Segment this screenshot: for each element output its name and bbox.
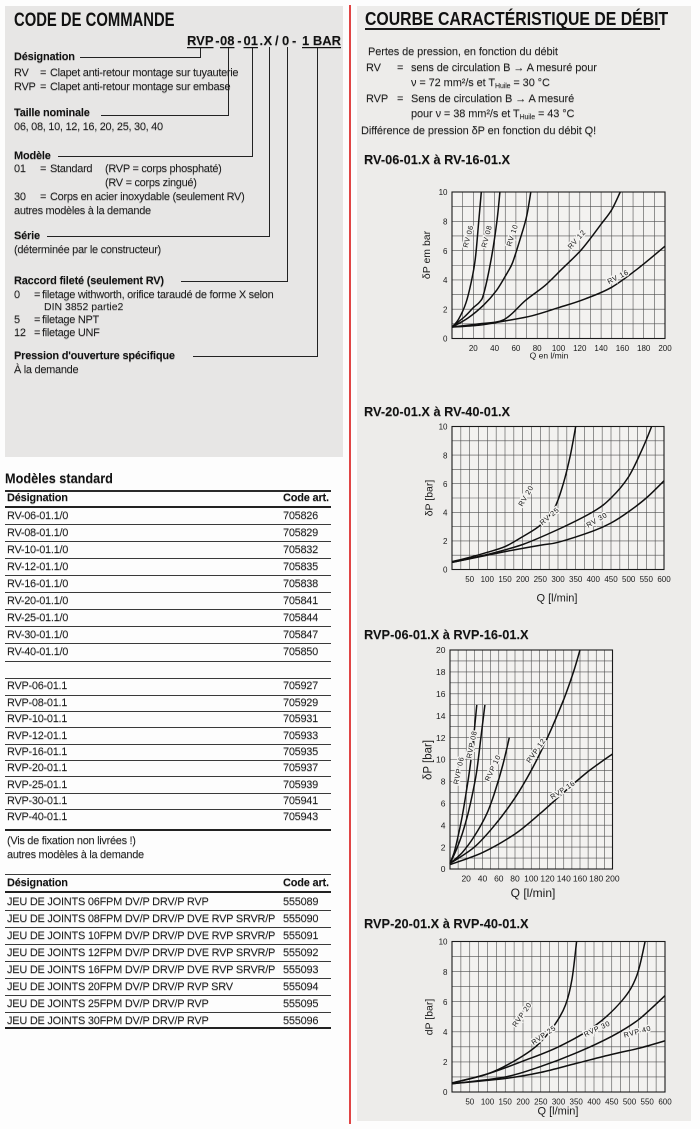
svg-text:180: 180 — [589, 874, 603, 884]
svg-text:600: 600 — [658, 1098, 672, 1107]
svg-text:10: 10 — [439, 423, 448, 432]
svg-text:δP [bar]: δP [bar] — [423, 740, 435, 780]
svg-text:150: 150 — [498, 575, 512, 584]
svg-text:200: 200 — [516, 1098, 530, 1107]
svg-text:100: 100 — [524, 874, 538, 884]
svg-text:450: 450 — [604, 575, 618, 584]
svg-text:Q [l/min]: Q [l/min] — [511, 886, 556, 900]
svg-text:2: 2 — [441, 842, 446, 852]
svg-text:2: 2 — [443, 305, 448, 314]
svg-text:350: 350 — [570, 1098, 584, 1107]
svg-text:100: 100 — [481, 575, 495, 584]
svg-text:6: 6 — [443, 998, 448, 1007]
svg-text:2: 2 — [443, 537, 448, 546]
svg-text:Q [l/min]: Q [l/min] — [537, 593, 578, 605]
svg-text:80: 80 — [510, 874, 520, 884]
svg-text:300: 300 — [551, 575, 565, 584]
svg-text:6: 6 — [441, 799, 446, 809]
svg-text:250: 250 — [534, 1098, 548, 1107]
svg-text:0: 0 — [441, 864, 446, 874]
svg-text:80: 80 — [533, 344, 542, 353]
svg-text:100: 100 — [552, 344, 566, 353]
svg-text:8: 8 — [443, 968, 448, 977]
svg-text:Q en l/min: Q en l/min — [530, 351, 569, 361]
svg-text:150: 150 — [499, 1098, 513, 1107]
svg-text:60: 60 — [511, 344, 520, 353]
svg-text:140: 140 — [594, 344, 608, 353]
svg-text:14: 14 — [436, 711, 446, 721]
svg-text:2: 2 — [443, 1058, 448, 1067]
svg-text:60: 60 — [494, 874, 504, 884]
svg-text:250: 250 — [534, 575, 548, 584]
svg-text:200: 200 — [658, 344, 672, 353]
svg-text:350: 350 — [569, 575, 583, 584]
svg-text:8: 8 — [441, 777, 446, 787]
svg-text:160: 160 — [616, 344, 630, 353]
svg-text:40: 40 — [478, 874, 488, 884]
svg-text:4: 4 — [443, 1028, 448, 1037]
svg-text:20: 20 — [461, 874, 471, 884]
svg-text:450: 450 — [605, 1098, 619, 1107]
svg-text:8: 8 — [443, 451, 448, 460]
svg-text:550: 550 — [640, 575, 654, 584]
svg-text:140: 140 — [557, 874, 571, 884]
svg-text:4: 4 — [441, 820, 446, 830]
svg-text:dP [bar]: dP [bar] — [424, 999, 436, 1036]
svg-text:0: 0 — [443, 335, 448, 344]
svg-text:120: 120 — [573, 344, 587, 353]
svg-text:120: 120 — [540, 874, 554, 884]
svg-text:500: 500 — [623, 1098, 637, 1107]
svg-text:20: 20 — [436, 645, 446, 655]
svg-text:12: 12 — [436, 733, 446, 743]
svg-text:180: 180 — [637, 344, 651, 353]
svg-text:6: 6 — [443, 480, 448, 489]
svg-text:10: 10 — [439, 938, 448, 947]
svg-text:20: 20 — [469, 344, 478, 353]
svg-text:200: 200 — [605, 874, 619, 884]
svg-text:0: 0 — [443, 1088, 448, 1097]
svg-text:100: 100 — [481, 1098, 495, 1107]
svg-text:16: 16 — [436, 689, 446, 699]
svg-text:8: 8 — [443, 218, 448, 227]
svg-text:6: 6 — [443, 247, 448, 256]
svg-text:200: 200 — [516, 575, 530, 584]
svg-text:500: 500 — [622, 575, 636, 584]
svg-text:400: 400 — [587, 1098, 601, 1107]
svg-text:4: 4 — [443, 509, 448, 518]
svg-text:Q [l/min]: Q [l/min] — [538, 1106, 579, 1118]
svg-text:160: 160 — [573, 874, 587, 884]
svg-text:50: 50 — [465, 575, 474, 584]
svg-text:18: 18 — [436, 667, 446, 677]
svg-text:40: 40 — [490, 344, 499, 353]
svg-text:50: 50 — [465, 1098, 474, 1107]
svg-text:600: 600 — [657, 575, 671, 584]
svg-text:0: 0 — [443, 566, 448, 575]
svg-text:550: 550 — [641, 1098, 655, 1107]
svg-text:4: 4 — [443, 276, 448, 285]
svg-text:400: 400 — [587, 575, 601, 584]
svg-text:300: 300 — [552, 1098, 566, 1107]
svg-text:δP [bar]: δP [bar] — [424, 480, 436, 517]
svg-text:10: 10 — [439, 188, 448, 197]
svg-text:10: 10 — [436, 755, 446, 765]
svg-text:δP em bar: δP em bar — [421, 230, 433, 279]
